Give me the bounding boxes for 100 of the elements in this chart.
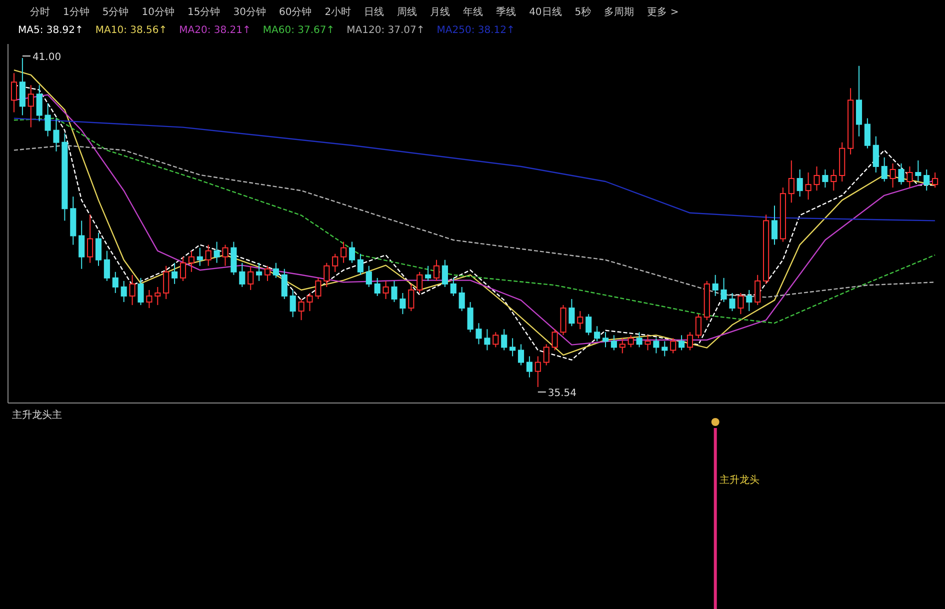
candlestick [746,289,752,312]
candlestick [695,314,702,339]
text: 35.54 [548,388,577,399]
text: 60分钟 [278,6,312,18]
candlestick [433,259,440,282]
text: 1分钟 [63,6,90,18]
candlestick [129,274,136,306]
candlestick [586,314,592,336]
candlestick [290,289,296,318]
candlestick [442,259,448,288]
candlestick [754,274,761,306]
text: 季线 [496,6,516,18]
candlestick [492,332,499,348]
text: 月线 [430,6,450,18]
candlestick [205,244,212,266]
candlestick [890,162,896,188]
candlestick [214,241,220,264]
candlestick [315,277,322,300]
candlestick [619,338,626,354]
text: 分时 [30,6,50,18]
candlestick [53,118,60,152]
candlestick [138,277,144,306]
candlestick [10,72,18,113]
candlestick [264,265,271,282]
candlestick [154,286,161,306]
candlestick [924,168,930,192]
candlestick [416,271,423,294]
candlestick [932,172,938,188]
text: MA60: 37.67↑ [262,25,335,36]
text: 40日线 [529,6,562,18]
text: 30分钟 [233,6,266,18]
candlestick [222,244,228,266]
candlestick [915,160,922,182]
candlestick [906,166,913,188]
candlestick [738,292,744,315]
text: 多周期 [604,6,634,18]
candlestick [357,253,364,276]
text: MA10: 38.56↑ [95,25,168,36]
candlestick [712,274,718,297]
candlestick [653,338,660,354]
candlestick [340,241,347,264]
candlestick [518,344,524,366]
annotation: 主升龙头 [719,474,760,486]
candlestick [28,84,34,128]
candlestick [526,356,532,378]
candlestick [602,332,609,348]
candlestick [822,168,828,188]
candlestick [196,247,203,266]
candlestick [814,166,820,192]
candlestick [830,168,837,192]
candlestick [408,283,414,312]
candlestick [146,289,152,309]
candlestick [298,298,304,321]
candlestick [678,334,685,351]
candlestick [256,262,262,282]
candlestick [610,334,617,351]
text: 10分钟 [142,6,174,18]
text: 日线 [364,6,384,18]
candlestick [104,250,110,282]
candlestick [771,205,778,246]
text: 2小时 [324,6,352,18]
candlestick [281,268,288,300]
text: MA5: 38.92↑ [18,25,84,36]
candlestick [568,298,575,327]
candlestick [450,277,456,297]
candlestick [272,262,279,278]
candlestick [594,326,600,342]
candlestick [44,102,51,137]
candlestick [400,292,406,315]
candlestick [534,356,541,388]
text: 更多 > [647,6,679,18]
candlestick [805,172,812,200]
candlestick [898,162,904,186]
candlestick [332,253,338,272]
candlestick [670,338,676,354]
candlestick [425,265,432,282]
candlestick [501,328,508,351]
candlestick [348,241,356,264]
candlestick [476,322,482,345]
text: MA20: 38.21↑ [179,25,251,36]
candlestick [36,84,42,122]
candlestick [172,262,178,284]
candlestick [796,168,803,198]
candlestick [120,280,127,303]
candlestick [248,265,254,290]
candlestick [163,265,170,300]
candlestick [458,286,465,312]
candlestick [543,344,550,366]
candlestick [374,277,380,297]
candlestick [636,332,642,348]
candlestick [864,118,870,149]
candlestick [467,302,474,333]
candlestick [729,292,736,312]
candlestick [552,328,558,351]
candlestick [239,262,246,288]
chart-title: 主升龙头主 [12,409,62,421]
text: MA120: 37.07↑ [346,25,425,36]
candlestick [324,262,330,288]
candlestick [78,220,85,270]
text: 5秒 [574,6,592,18]
